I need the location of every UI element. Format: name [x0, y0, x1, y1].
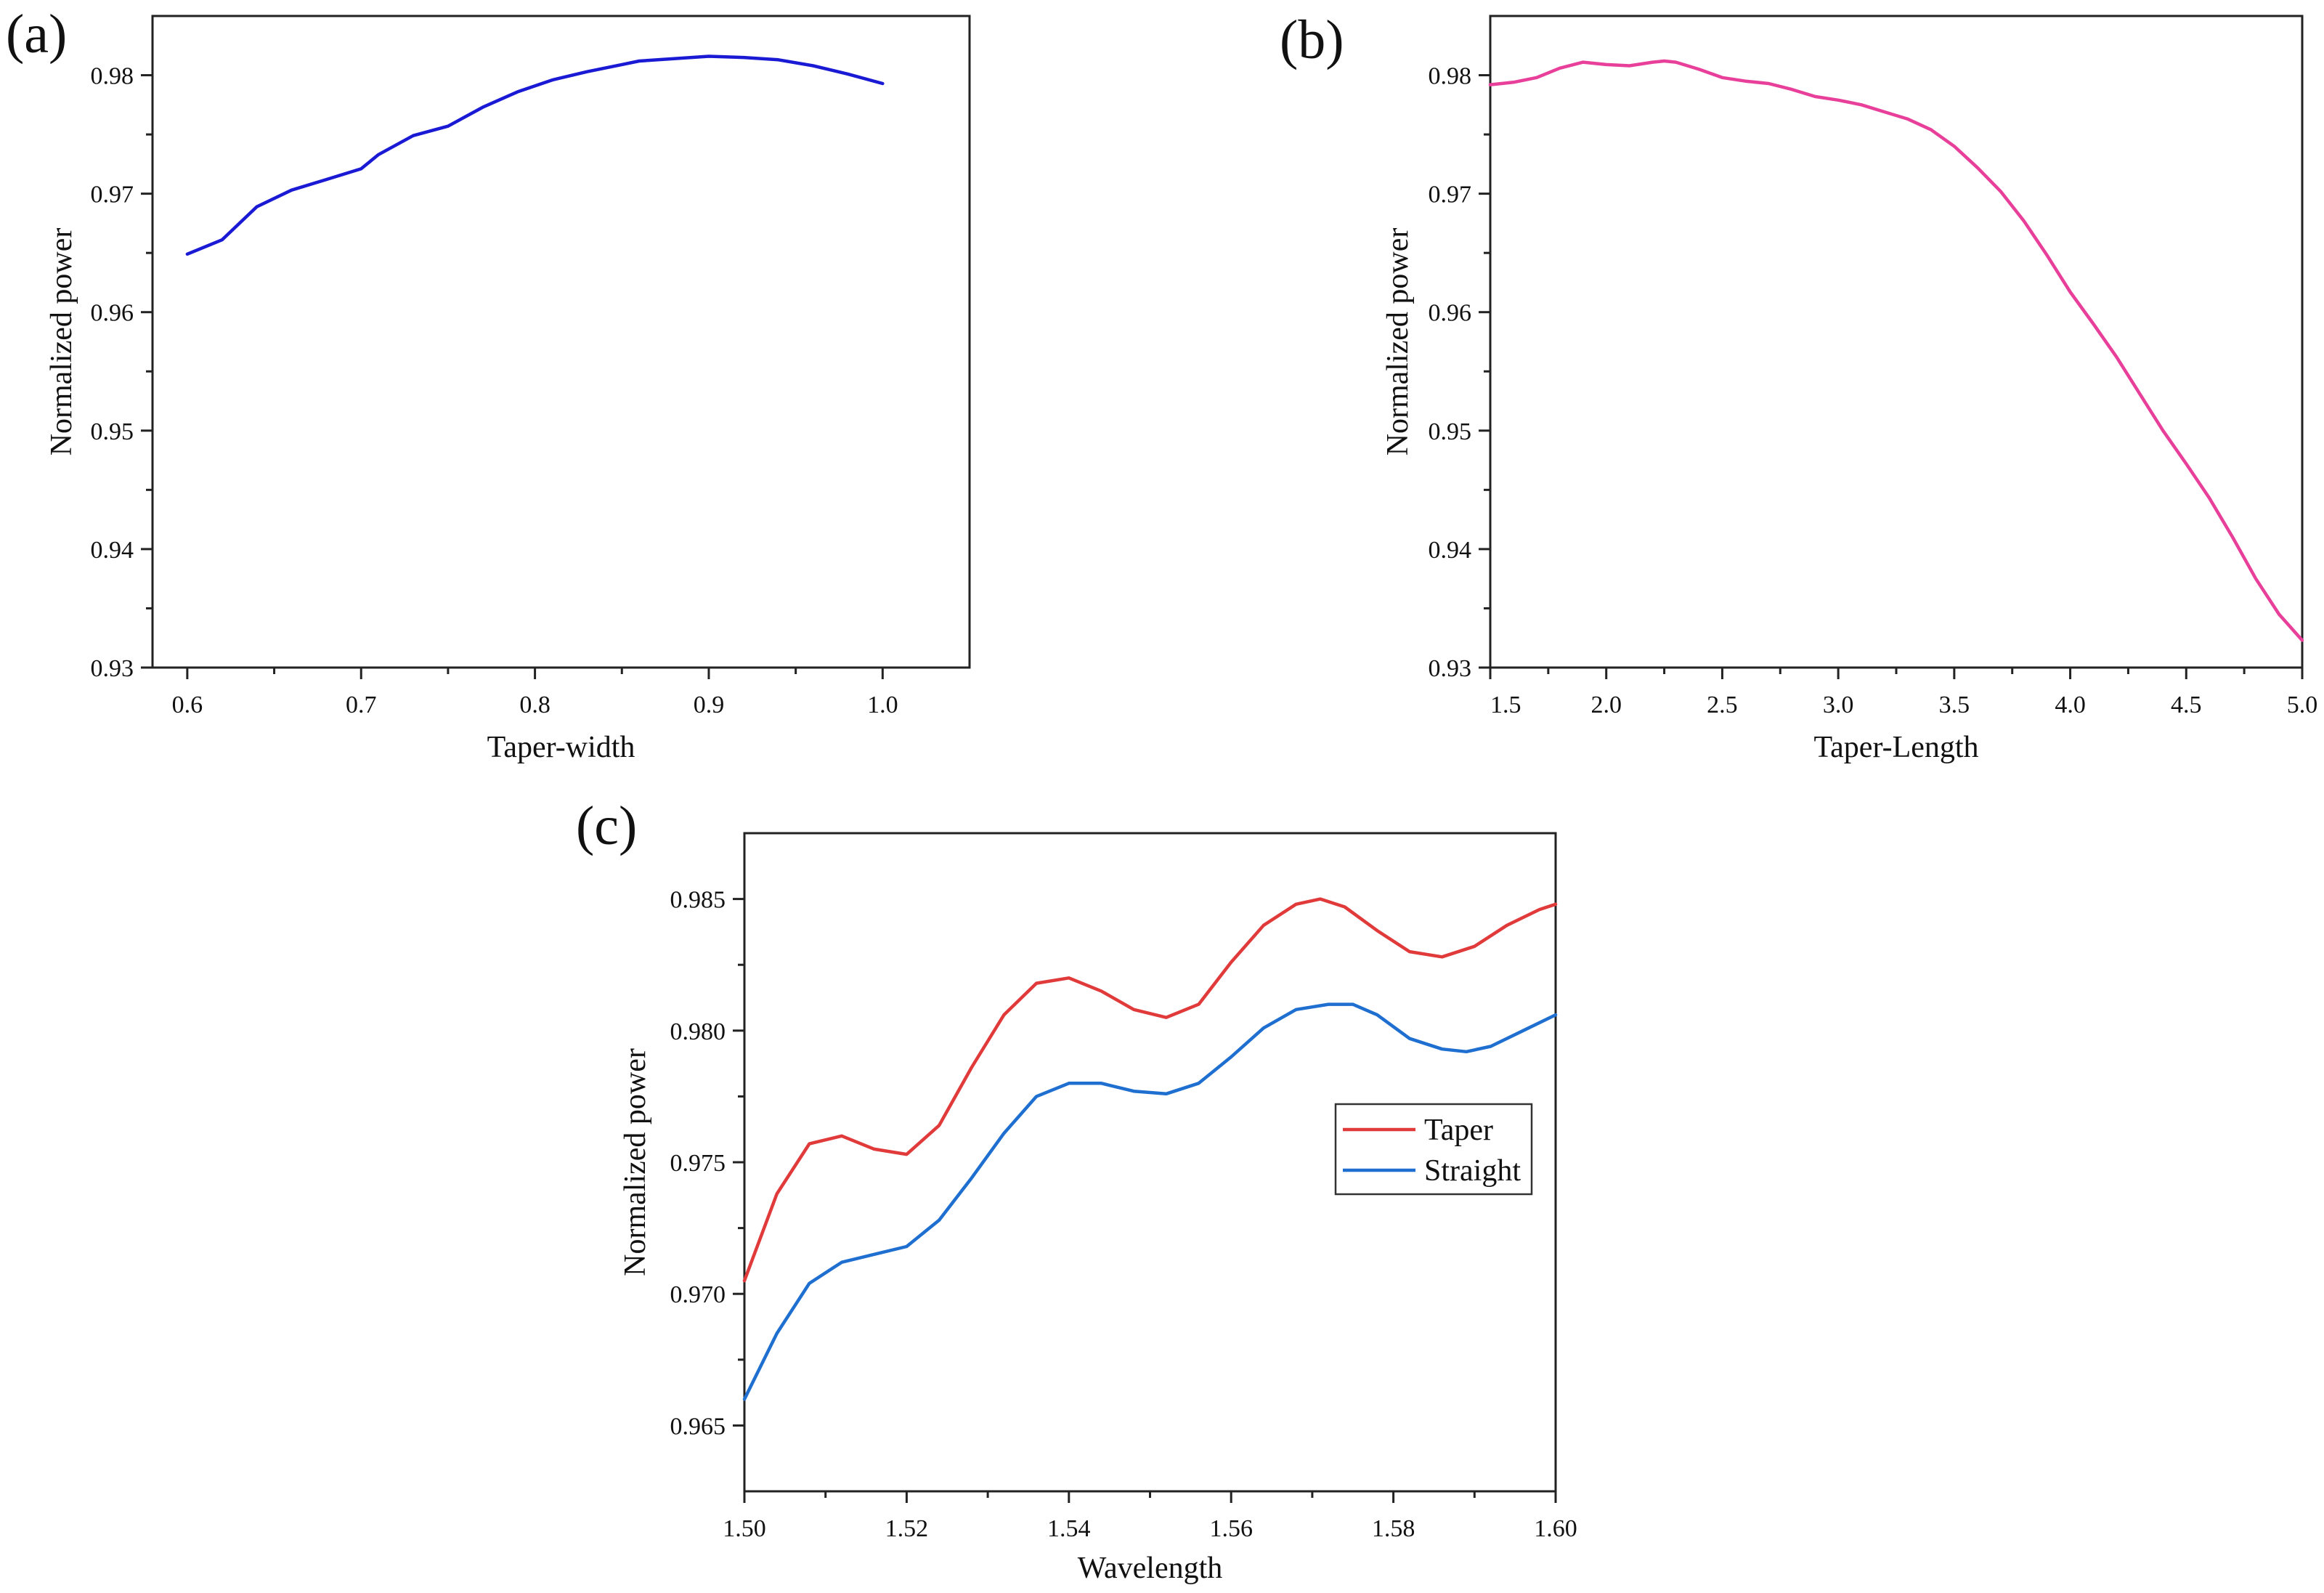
legend-label: Straight — [1424, 1154, 1521, 1188]
x-tick-label: 3.0 — [1823, 692, 1854, 718]
y-tick-label: 0.94 — [91, 537, 134, 564]
x-tick-label: 0.9 — [694, 692, 725, 718]
y-tick-label: 0.985 — [670, 887, 726, 914]
x-tick-label: 1.0 — [867, 692, 898, 718]
plot-frame — [1489, 15, 2304, 669]
x-tick-label: 1.50 — [723, 1515, 766, 1542]
x-axis-label: Taper-Length — [1813, 731, 1978, 764]
x-tick-label: 1.52 — [885, 1515, 929, 1542]
x-tick-label: 1.54 — [1047, 1515, 1091, 1542]
legend-label: Taper — [1424, 1114, 1493, 1147]
x-tick-label: 2.0 — [1590, 692, 1622, 718]
x-tick-label: 1.5 — [1490, 692, 1521, 718]
series-line-straight — [742, 1002, 1558, 1401]
y-tick-label: 0.98 — [91, 63, 134, 90]
chart-panel-b: 1.5 2.0 2.5 3.0 3.5 4.0 4.5 5.0 0.93 0.94 0.95 0.96… — [1280, 9, 2317, 764]
x-tick-label: 1.56 — [1209, 1515, 1253, 1542]
y-tick-label: 0.98 — [1429, 63, 1472, 90]
y-axis-label: Normalized power — [1381, 228, 1415, 456]
y-tick-label: 0.97 — [91, 182, 134, 208]
y-tick-label: 0.97 — [1429, 182, 1472, 208]
y-tick-label: 0.95 — [1429, 418, 1472, 445]
chart-panel-a: 0.6 0.7 0.8 0.9 1.0 0.93 0.94 0.95 0.96 0.97 0.98 T… — [6, 4, 971, 764]
y-tick-label: 0.93 — [1429, 655, 1472, 682]
y-tick-label: 0.975 — [670, 1150, 726, 1177]
panel-label: (c) — [576, 795, 637, 856]
x-tick-label: 4.0 — [2055, 692, 2086, 718]
x-tick-label: 2.5 — [1707, 692, 1738, 718]
series-line-taper — [742, 897, 1558, 1283]
x-tick-label: 4.5 — [2171, 692, 2202, 718]
y-tick-label: 0.980 — [670, 1018, 726, 1045]
y-axis-label: Normalized power — [45, 228, 78, 456]
series-line-taper-width-sweep — [185, 54, 885, 256]
y-tick-label: 0.965 — [670, 1413, 726, 1440]
chart-panel-c: 1.50 1.52 1.54 1.56 1.58 1.60 0.965 0.970 0.975 0… — [576, 795, 1577, 1585]
x-tick-label: 5.0 — [2287, 692, 2318, 718]
x-tick-label: 0.8 — [519, 692, 550, 718]
y-tick-label: 0.96 — [1429, 300, 1472, 327]
y-tick-label: 0.970 — [670, 1281, 726, 1308]
x-tick-label: 1.60 — [1534, 1515, 1577, 1542]
panel-label: (a) — [6, 4, 67, 65]
legend: Taper Straight — [1334, 1103, 1533, 1196]
y-tick-label: 0.93 — [91, 655, 134, 682]
y-tick-label: 0.94 — [1429, 537, 1472, 564]
panel-label: (b) — [1280, 9, 1344, 70]
y-tick-label: 0.96 — [91, 300, 134, 327]
series-line-taper-length-sweep — [1488, 59, 2304, 642]
x-axis-label: Taper-width — [487, 731, 635, 764]
x-tick-label: 0.7 — [346, 692, 377, 718]
legend-box — [1334, 1103, 1533, 1196]
plot-frame — [151, 15, 971, 669]
y-tick-label: 0.95 — [91, 418, 134, 445]
x-tick-label: 0.6 — [172, 692, 203, 718]
x-tick-label: 3.5 — [1939, 692, 1970, 718]
x-tick-label: 1.58 — [1372, 1515, 1415, 1542]
x-axis-label: Wavelength — [1078, 1552, 1223, 1585]
y-axis-label: Normalized power — [619, 1048, 652, 1276]
